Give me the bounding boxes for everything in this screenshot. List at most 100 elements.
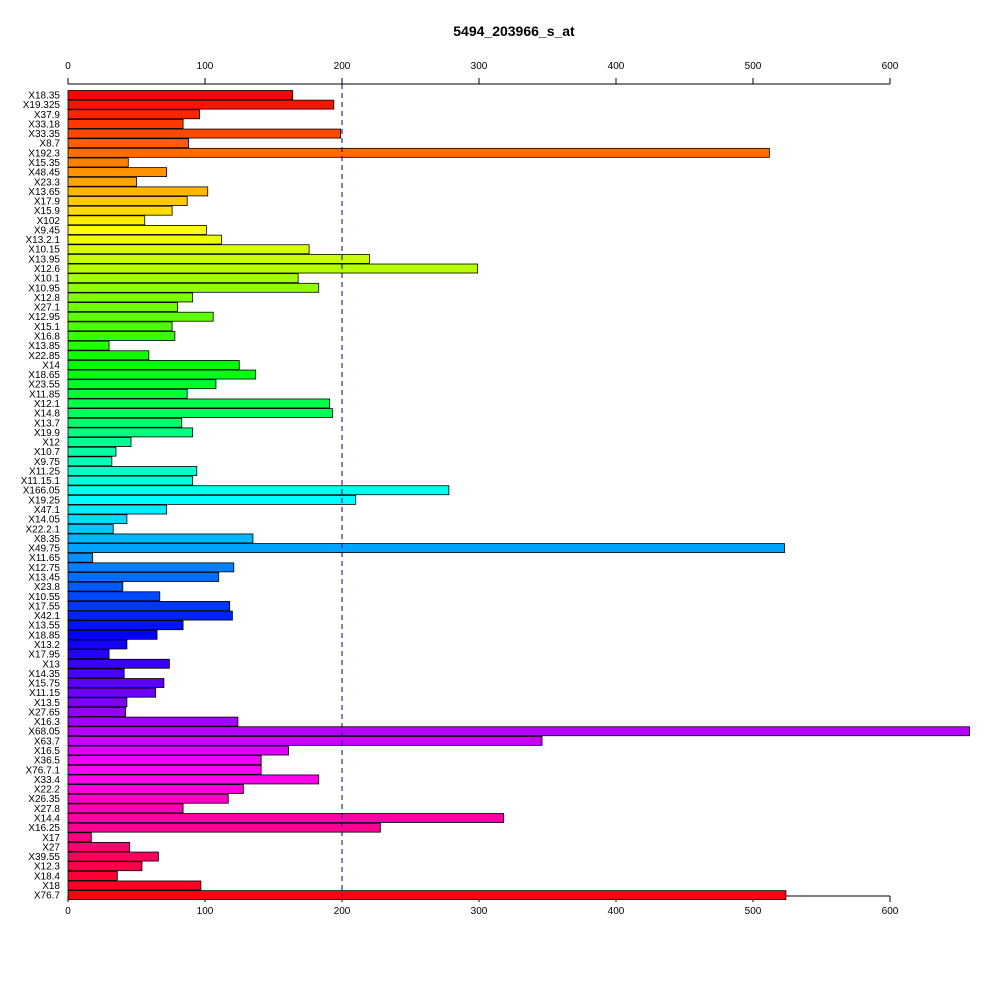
x-tick-label: 100 <box>197 906 214 917</box>
bar-X10.95 <box>67 282 320 293</box>
bar-X13.7 <box>67 417 183 428</box>
bar-X11.15.1 <box>67 475 194 486</box>
category-label: X8.35 <box>34 534 61 545</box>
category-label: X8.7 <box>39 139 60 150</box>
category-label: X47.1 <box>34 505 61 516</box>
bar-X15.1 <box>67 321 173 332</box>
x-tick-label: 0 <box>65 61 71 72</box>
x-tick-label: 500 <box>745 61 762 72</box>
category-label: X18.85 <box>28 630 60 641</box>
category-label: X23.3 <box>34 177 61 188</box>
bar-X18.35 <box>67 90 294 100</box>
bar-X12.95 <box>67 311 214 322</box>
category-label: X14.8 <box>34 409 61 420</box>
bar-X13.85 <box>67 340 110 351</box>
category-label: X10.15 <box>28 245 60 256</box>
category-label: X11.15.1 <box>21 476 61 487</box>
bar-X14.05 <box>67 514 128 525</box>
category-label: X10.95 <box>28 283 60 294</box>
category-label: X33.35 <box>28 129 60 140</box>
category-label: X12.75 <box>28 563 60 574</box>
bar-X192.3 <box>67 147 770 158</box>
category-label: X15.1 <box>34 322 61 333</box>
category-label: X76.7.1 <box>26 765 61 776</box>
category-label: X13.7 <box>34 418 61 429</box>
category-label: X13.65 <box>28 187 60 198</box>
category-label: X17 <box>42 833 60 844</box>
category-label: X17.9 <box>34 197 61 208</box>
bar-X17.95 <box>67 649 110 660</box>
category-label: X15.9 <box>34 206 61 217</box>
bar-X27.65 <box>67 707 126 717</box>
bar-X13.2.1 <box>67 234 222 245</box>
category-label: X13.2.1 <box>26 235 61 246</box>
bar-X13.95 <box>67 253 370 264</box>
category-label: X15.75 <box>28 679 60 690</box>
category-label: X27 <box>42 842 60 853</box>
chart-title: 5494_203966_s_at <box>453 23 575 39</box>
category-label: X13.55 <box>28 621 60 632</box>
category-label: X16.3 <box>34 717 61 728</box>
bar-X22.2.1 <box>67 523 114 534</box>
category-label: X26.35 <box>28 794 60 805</box>
bars <box>67 90 970 901</box>
bar-X33.4 <box>67 774 320 785</box>
category-label: X37.9 <box>34 110 61 121</box>
bar-X23.3 <box>67 176 137 187</box>
category-label: X14.4 <box>34 814 61 825</box>
bar-X47.1 <box>67 504 168 515</box>
category-label: X17.55 <box>28 601 60 612</box>
category-label: X18.35 <box>28 91 60 102</box>
bar-X12 <box>67 437 132 447</box>
bar-X13.5 <box>67 697 128 708</box>
bar-X166.05 <box>67 485 450 496</box>
bar-X8.7 <box>67 138 189 149</box>
x-tick-label: 600 <box>882 61 899 72</box>
category-label: X23.8 <box>34 582 61 593</box>
bar-X16.3 <box>67 716 239 727</box>
bar-X9.45 <box>67 225 207 235</box>
bar-X19.9 <box>67 427 194 438</box>
category-label: X102 <box>37 216 61 227</box>
category-label: X14.35 <box>28 669 60 680</box>
category-label: X19.325 <box>23 100 61 111</box>
bar-X13.45 <box>67 572 220 582</box>
category-label: X10.1 <box>34 274 61 285</box>
category-label: X13.2 <box>34 640 61 651</box>
bar-X33.18 <box>67 119 184 129</box>
bar-X76.7 <box>67 890 787 901</box>
bar-X19.25 <box>67 494 357 505</box>
category-label: X68.05 <box>28 727 60 738</box>
category-label: X192.3 <box>28 148 60 159</box>
bar-X42.1 <box>67 610 233 621</box>
bar-X11.25 <box>67 466 198 476</box>
bar-X9.75 <box>67 456 113 467</box>
bar-X12.6 <box>67 263 479 274</box>
bar-X18.65 <box>67 369 257 380</box>
x-tick-label: 500 <box>745 906 762 917</box>
bar-X23.55 <box>67 379 217 390</box>
bar-X22.85 <box>67 350 150 361</box>
bar-X15.9 <box>67 205 173 216</box>
category-label: X12.3 <box>34 862 61 873</box>
x-tick-label: 300 <box>471 61 488 72</box>
category-label: X11.15 <box>29 688 60 699</box>
bar-X10.55 <box>67 591 161 602</box>
category-label: X36.5 <box>34 756 61 767</box>
category-label: X33.4 <box>34 775 61 786</box>
category-label: X48.45 <box>28 168 60 179</box>
x-tick-label: 400 <box>608 61 625 72</box>
category-label: X13.5 <box>34 698 61 709</box>
bar-X63.7 <box>67 735 543 746</box>
category-label: X12.8 <box>34 293 61 304</box>
category-label: X22.85 <box>28 351 60 362</box>
bar-X26.35 <box>67 793 229 804</box>
x-tick-label: 200 <box>334 61 351 72</box>
bar-X102 <box>67 215 146 226</box>
category-label: X10.55 <box>28 592 60 603</box>
bar-X18 <box>67 880 202 891</box>
category-label: X166.05 <box>23 486 61 497</box>
category-label: X16.5 <box>34 746 61 757</box>
category-label: X12.95 <box>28 312 60 323</box>
x-tick-label: 100 <box>197 61 214 72</box>
